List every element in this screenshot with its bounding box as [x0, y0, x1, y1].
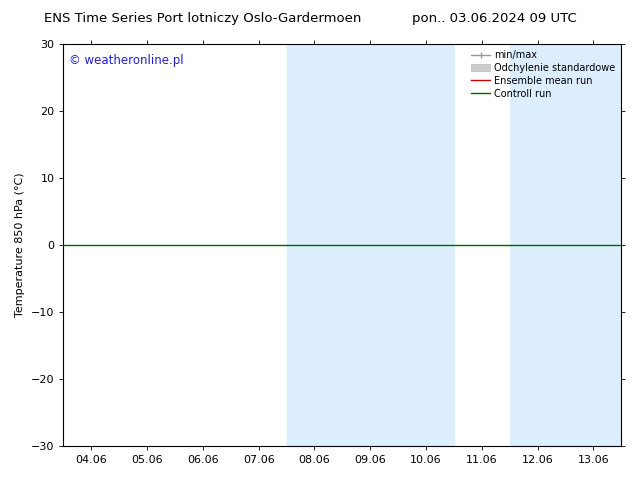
Text: pon.. 03.06.2024 09 UTC: pon.. 03.06.2024 09 UTC — [412, 12, 577, 25]
Y-axis label: Temperature 850 hPa (°C): Temperature 850 hPa (°C) — [15, 172, 25, 318]
Bar — [287, 44, 454, 446]
Legend: min/max, Odchylenie standardowe, Ensemble mean run, Controll run: min/max, Odchylenie standardowe, Ensembl… — [467, 46, 619, 102]
Text: ENS Time Series Port lotniczy Oslo-Gardermoen: ENS Time Series Port lotniczy Oslo-Garde… — [44, 12, 361, 25]
Bar — [510, 44, 621, 446]
Text: © weatheronline.pl: © weatheronline.pl — [69, 54, 184, 67]
